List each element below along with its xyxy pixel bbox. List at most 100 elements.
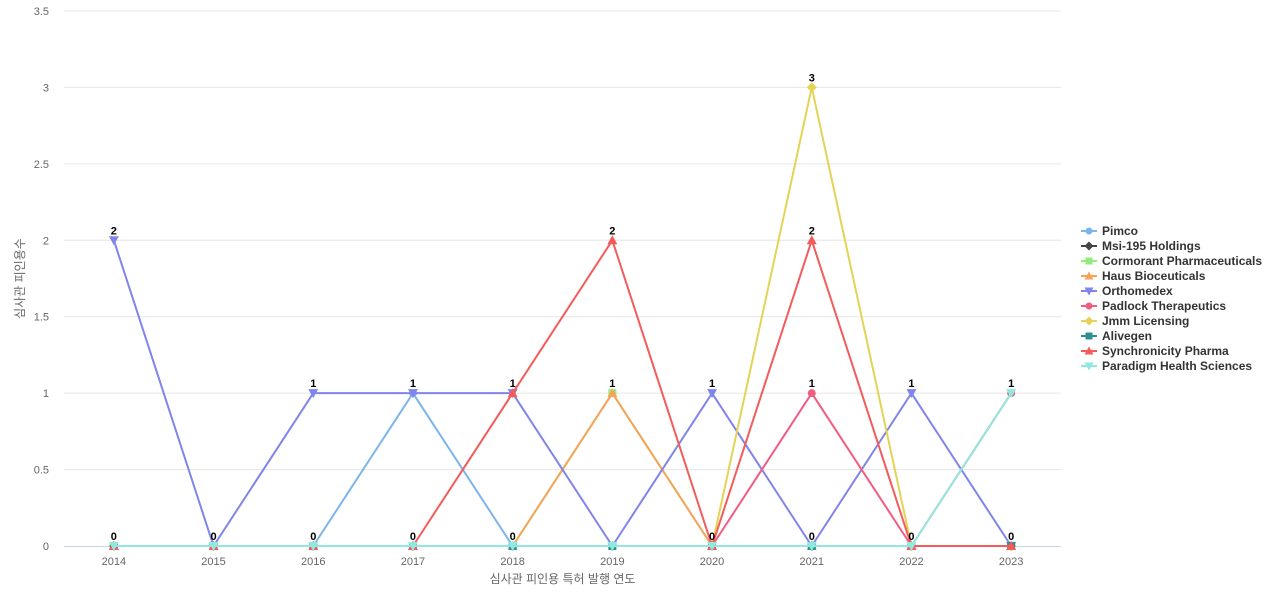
data-point-orthomedex (407, 389, 418, 399)
series-orthomedex (108, 236, 1017, 551)
data-point-paradigm-health-sciences (707, 542, 718, 551)
legend-label: Orthomedex (1102, 284, 1173, 298)
legend-marker-icon (1084, 316, 1094, 326)
data-point-orthomedex (108, 236, 119, 246)
x-axis-title: 심사관 피인용 특허 발행 연도 (490, 571, 636, 586)
x-tick-label: 2016 (301, 556, 325, 568)
data-point-paradigm-health-sciences (308, 542, 319, 551)
data-point-paradigm-health-sciences (407, 542, 418, 551)
series-line-paradigm-health-sciences (113, 392, 1012, 547)
data-point-paradigm-health-sciences (1006, 389, 1017, 399)
data-point-paradigm-health-sciences (108, 542, 119, 551)
gridlines (64, 10, 1061, 471)
data-label: 0 (510, 531, 516, 543)
legend-label: Pimco (1102, 224, 1138, 238)
x-tick-label: 2023 (999, 556, 1023, 568)
legend-item[interactable]: Pimco (1081, 224, 1138, 238)
data-point-paradigm-health-sciences (906, 542, 917, 551)
legend-label: Jmm Licensing (1102, 314, 1189, 328)
x-tick-label: 2021 (800, 556, 824, 568)
y-tick-label: 2.5 (34, 159, 49, 171)
legend-marker-icon (1085, 302, 1093, 310)
data-label: 2 (809, 225, 815, 237)
legend-marker-icon (1084, 287, 1094, 296)
y-tick-label: 0.5 (34, 465, 49, 477)
legend-label: Haus Bioceuticals (1102, 269, 1206, 283)
y-tick-label: 0 (43, 541, 49, 553)
data-label: 0 (709, 531, 715, 543)
data-point-synchronicity-pharma (607, 235, 618, 245)
x-tick-label: 2019 (600, 556, 624, 568)
legend-item[interactable]: Alivegen (1081, 329, 1152, 343)
data-point-paradigm-health-sciences (607, 542, 618, 551)
data-label: 1 (410, 378, 416, 390)
legend-label: Alivegen (1102, 329, 1152, 343)
legend-label: Paradigm Health Sciences (1102, 359, 1252, 373)
data-label: 1 (709, 378, 715, 390)
data-labels: 2 0 0 1 0 1 0 1 0 2 1 1 0 3 2 1 0 1 0 1 0 (111, 72, 1014, 543)
legend-marker-icon (1084, 362, 1094, 371)
y-axis-ticks: 0 0.5 1 1.5 2 2.5 3 3.5 (34, 6, 49, 553)
legend-marker-icon (1084, 241, 1094, 251)
x-tick-label: 2020 (700, 556, 724, 568)
data-point-paradigm-health-sciences (806, 542, 817, 551)
data-label: 1 (510, 378, 516, 390)
x-tick-label: 2014 (102, 556, 126, 568)
data-point-jmm-licensing (806, 82, 817, 93)
series-paradigm-health-sciences (108, 389, 1017, 551)
legend-item[interactable]: Padlock Therapeutics (1081, 299, 1226, 313)
x-tick-label: 2022 (899, 556, 923, 568)
legend-label: Synchronicity Pharma (1102, 344, 1229, 358)
data-point-paradigm-health-sciences (507, 542, 518, 551)
data-label: 1 (609, 378, 615, 390)
x-axis-ticks: 2014 2015 2016 2017 2018 2019 2020 2021 2022 2023 (102, 556, 1024, 568)
series-group (108, 82, 1017, 551)
data-label: 1 (908, 378, 914, 390)
data-point-orthomedex (906, 389, 917, 399)
data-label: 0 (310, 531, 316, 543)
data-label: 1 (1008, 378, 1014, 390)
legend-marker-icon (1085, 227, 1093, 235)
y-axis-title: 심사관 피인용수 (13, 238, 27, 319)
legend-marker-icon (1084, 271, 1094, 280)
legend-item[interactable]: Synchronicity Pharma (1081, 344, 1229, 358)
legend-item[interactable]: Cormorant Pharmaceuticals (1081, 254, 1262, 268)
y-tick-label: 3 (43, 82, 49, 94)
data-label: 2 (111, 225, 117, 237)
data-label: 1 (809, 378, 815, 390)
y-tick-label: 3.5 (34, 6, 49, 18)
data-label: 0 (1008, 531, 1014, 543)
legend-marker-icon (1085, 257, 1093, 265)
data-label: 0 (210, 531, 216, 543)
data-point-paradigm-health-sciences (208, 542, 219, 551)
data-point-orthomedex (707, 389, 718, 399)
data-point-synchronicity-pharma (806, 235, 817, 245)
data-point-padlock-therapeutics (807, 389, 816, 398)
data-label: 2 (609, 225, 615, 237)
legend-item[interactable]: Paradigm Health Sciences (1081, 359, 1252, 373)
data-point-haus-bioceuticals (607, 388, 618, 398)
data-label: 0 (410, 531, 416, 543)
data-point-orthomedex (308, 389, 319, 399)
legend-item[interactable]: Haus Bioceuticals (1081, 269, 1206, 283)
data-point-synchronicity-pharma (507, 388, 518, 398)
x-tick-label: 2017 (401, 556, 425, 568)
x-tick-label: 2015 (201, 556, 225, 568)
y-tick-label: 1.5 (34, 312, 49, 324)
legend-item[interactable]: Orthomedex (1081, 284, 1173, 298)
y-tick-label: 2 (43, 235, 49, 247)
y-tick-label: 1 (43, 388, 49, 400)
legend-item[interactable]: Msi-195 Holdings (1081, 239, 1201, 253)
data-label: 0 (111, 531, 117, 543)
data-label: 3 (809, 72, 815, 84)
legend-marker-icon (1084, 346, 1094, 355)
data-point-synchronicity-pharma (1006, 541, 1017, 550)
data-label: 0 (908, 531, 914, 543)
legend-marker-icon (1085, 332, 1093, 340)
legend-label: Cormorant Pharmaceuticals (1102, 254, 1262, 268)
legend-item[interactable]: Jmm Licensing (1081, 314, 1189, 328)
data-label: 1 (310, 378, 316, 390)
data-label: 0 (809, 531, 815, 543)
